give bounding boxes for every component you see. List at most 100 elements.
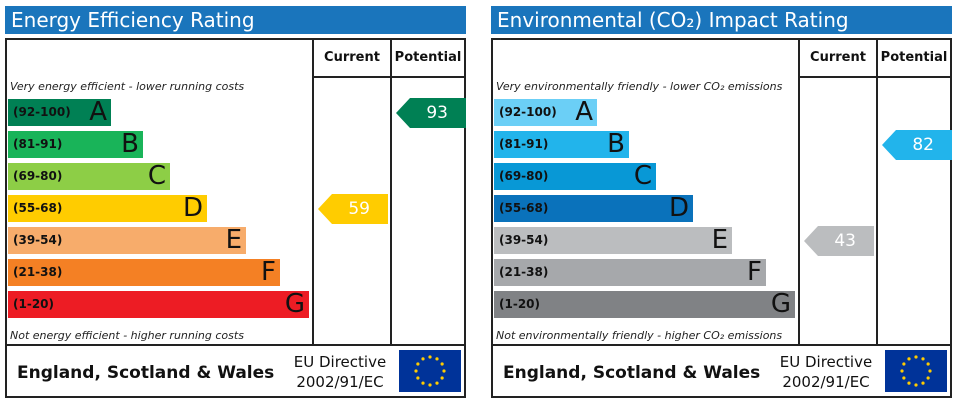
band-f: (21-38) F [8, 257, 280, 287]
eu-star [442, 369, 446, 373]
band-g: (1-20) G [494, 289, 795, 319]
band-d: (55-68) D [494, 193, 693, 223]
band-range-label: (21-38) [13, 265, 63, 279]
band-range-label: (55-68) [13, 201, 63, 215]
footer-directive: EU Directive 2002/91/EC [285, 352, 395, 392]
band-range-label: (69-80) [499, 169, 549, 183]
eu-star [421, 357, 425, 361]
potential-column-header: Potential [394, 50, 462, 65]
eu-star [440, 376, 444, 380]
band-letter: E [225, 225, 242, 255]
eu-star [428, 355, 432, 359]
band-letter: E [711, 225, 728, 255]
directive-line-2: 2002/91/EC [296, 373, 384, 391]
band-range-label: (55-68) [499, 201, 549, 215]
footer-region: England, Scotland & Wales [503, 363, 761, 383]
band-b: (81-91) B [494, 129, 629, 159]
footer-region: England, Scotland & Wales [17, 363, 275, 383]
band-letter: A [89, 97, 107, 127]
eu-star [900, 369, 904, 373]
eu-star [435, 357, 439, 361]
band-letter: C [147, 161, 166, 191]
environmental-impact-panel: Environmental (CO₂) Impact Rating Curren… [491, 0, 952, 404]
top-note: Very environmentally friendly - lower CO… [496, 80, 783, 93]
eu-star [416, 362, 420, 366]
eu-flag-icon [399, 350, 461, 392]
eu-star [421, 381, 425, 385]
eu-star [435, 381, 439, 385]
potential-arrow-polygon [396, 97, 466, 128]
directive-line-1: EU Directive [293, 353, 387, 371]
band-letter: F [747, 257, 762, 287]
band-range-label: (81-91) [13, 137, 63, 151]
current-arrow-polygon [318, 193, 388, 224]
band-range-label: (69-80) [13, 169, 63, 183]
band-range-label: (1-20) [13, 297, 54, 311]
band-g: (1-20) G [8, 289, 309, 319]
band-letter: D [668, 193, 689, 223]
band-letter: B [607, 129, 625, 159]
current-column-header: Current [810, 50, 866, 65]
band-e: (39-54) E [494, 225, 732, 255]
directive-line-2: 2002/91/EC [782, 373, 870, 391]
potential-rating-arrow: 93 [396, 97, 466, 128]
band-range-label: (39-54) [499, 233, 549, 247]
band-c: (69-80) C [8, 161, 170, 191]
current-arrow-shape [318, 193, 388, 224]
band-e: (39-54) E [8, 225, 246, 255]
band-range-label: (39-54) [13, 233, 63, 247]
eu-flag-icon [885, 350, 947, 392]
band-letter: D [182, 193, 203, 223]
eu-star [921, 381, 925, 385]
band-c: (69-80) C [494, 161, 656, 191]
panel-title: Environmental (CO₂) Impact Rating [491, 6, 952, 34]
panel-title: Energy Efficiency Rating [5, 6, 466, 34]
band-range-label: (92-100) [499, 105, 557, 119]
eu-star [440, 362, 444, 366]
potential-arrow-shape [396, 97, 466, 128]
eu-star [907, 381, 911, 385]
eu-star [914, 383, 918, 387]
band-letter: G [284, 289, 305, 319]
bottom-note: Not environmentally friendly - higher CO… [496, 329, 783, 342]
eu-star [416, 376, 420, 380]
potential-rating-arrow: 82 [882, 129, 952, 160]
band-letter: C [633, 161, 652, 191]
current-rating-arrow: 59 [318, 193, 388, 224]
band-letter: G [770, 289, 791, 319]
potential-rating-value: 93 [426, 102, 448, 123]
eu-star [428, 383, 432, 387]
potential-arrow-polygon [882, 129, 952, 160]
band-range-label: (21-38) [499, 265, 549, 279]
footer-directive: EU Directive 2002/91/EC [771, 352, 881, 392]
band-range-label: (92-100) [13, 105, 71, 119]
potential-arrow-shape [882, 129, 952, 160]
directive-line-1: EU Directive [779, 353, 873, 371]
current-rating-value: 59 [348, 198, 370, 219]
eu-star [926, 376, 930, 380]
current-arrow-polygon [804, 225, 874, 256]
eu-star [902, 362, 906, 366]
band-letter: A [575, 97, 593, 127]
band-f: (21-38) F [494, 257, 766, 287]
eu-star [928, 369, 932, 373]
potential-column-header: Potential [880, 50, 948, 65]
band-a: (92-100) A [8, 97, 111, 127]
eu-star [414, 369, 418, 373]
band-letter: B [121, 129, 139, 159]
eu-star [902, 376, 906, 380]
current-arrow-shape [804, 225, 874, 256]
current-column-header: Current [324, 50, 380, 65]
band-range-label: (1-20) [499, 297, 540, 311]
eu-star [921, 357, 925, 361]
eu-star [907, 357, 911, 361]
bottom-note: Not energy efficient - higher running co… [10, 329, 244, 342]
band-letter: F [261, 257, 276, 287]
top-note: Very energy efficient - lower running co… [10, 80, 245, 93]
eu-star [926, 362, 930, 366]
energy-efficiency-panel: Energy Efficiency Rating Current Potenti… [5, 0, 466, 404]
band-a: (92-100) A [494, 97, 597, 127]
band-b: (81-91) B [8, 129, 143, 159]
potential-rating-value: 82 [912, 134, 934, 155]
band-d: (55-68) D [8, 193, 207, 223]
